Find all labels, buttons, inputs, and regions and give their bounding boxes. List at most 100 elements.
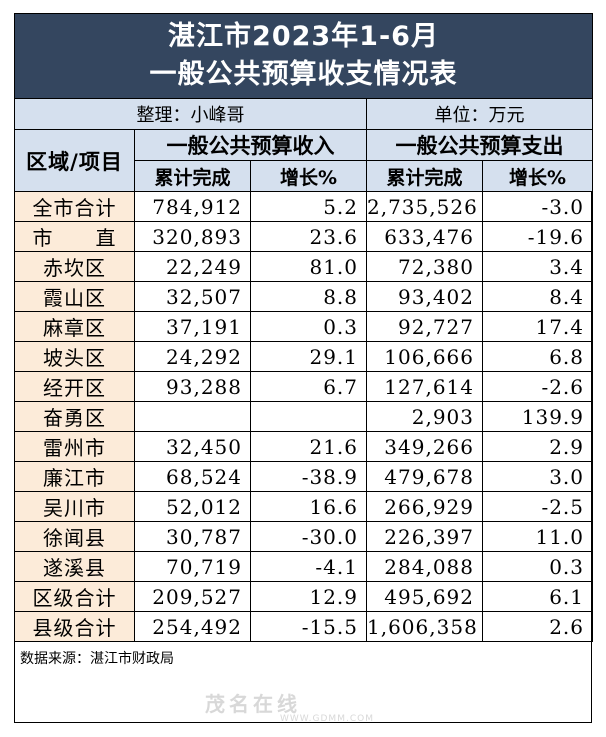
table-row: 坡头区 24,292 29.1 106,666 6.8 — [14, 341, 594, 372]
region-name: 霞山区 — [14, 281, 135, 312]
table-row: 区级合计 209,527 12.9 495,692 6.1 — [14, 581, 594, 612]
table-row: 市 直 320,893 23.6 633,476 -19.6 — [14, 221, 594, 252]
revenue-growth: -38.9 — [250, 461, 367, 492]
revenue-growth: 21.6 — [250, 431, 367, 462]
expense-growth: 2.9 — [481, 431, 594, 462]
expense-cumulative: 72,380 — [366, 251, 483, 282]
revenue-growth: 81.0 — [250, 251, 367, 282]
revenue-cumulative: 70,719 — [134, 551, 251, 582]
table-row: 经开区 93,288 6.7 127,614 -2.6 — [14, 371, 594, 402]
revenue-cumulative: 32,507 — [134, 281, 251, 312]
region-name: 市 直 — [14, 221, 135, 252]
watermark-url: WWW.GDMM.COM — [280, 714, 374, 724]
table-row: 县级合计 254,492 -15.5 1,606,358 2.6 — [14, 611, 594, 642]
revenue-growth: 8.8 — [250, 281, 367, 312]
revenue-growth: 12.9 — [250, 581, 367, 612]
revenue-cumulative: 254,492 — [134, 611, 251, 642]
table-row: 吴川市 52,012 16.6 266,929 -2.5 — [14, 491, 594, 522]
revenue-growth: -30.0 — [250, 521, 367, 552]
expense-growth: 8.4 — [481, 281, 594, 312]
table-row: 廉江市 68,524 -38.9 479,678 3.0 — [14, 461, 594, 492]
region-name: 雷州市 — [14, 431, 135, 462]
expense-cumulative: 92,727 — [366, 311, 483, 342]
table-body: 全市合计 784,912 5.2 2,735,526 -3.0 市 直 320,… — [14, 191, 594, 642]
expense-cumulative: 495,692 — [366, 581, 483, 612]
revenue-growth: -4.1 — [250, 551, 367, 582]
budget-table: 湛江市2023年1-6月 一般公共预算收支情况表 整理：小峰哥 单位：万元 区域… — [13, 13, 594, 642]
expense-growth-header: 增长% — [481, 160, 594, 192]
expense-growth: 17.4 — [481, 311, 594, 342]
expense-growth: 0.3 — [481, 551, 594, 582]
expense-cumulative: 2,735,526 — [366, 191, 483, 222]
watermark-name: 茂名在线 — [205, 692, 301, 716]
revenue-cumulative — [134, 401, 251, 432]
revenue-cumulative: 52,012 — [134, 491, 251, 522]
unit-label: 单位：万元 — [365, 98, 594, 130]
region-name: 吴川市 — [14, 491, 135, 522]
table-row: 霞山区 32,507 8.8 93,402 8.4 — [14, 281, 594, 312]
revenue-growth: 5.2 — [250, 191, 367, 222]
revenue-cumulative: 24,292 — [134, 341, 251, 372]
revenue-growth: 29.1 — [250, 341, 367, 372]
expense-cumulative: 2,903 — [366, 401, 483, 432]
expense-cumulative: 1,606,358 — [366, 611, 483, 642]
revenue-cumulative: 37,191 — [134, 311, 251, 342]
revenue-growth-header: 增长% — [250, 160, 367, 192]
expense-cumulative: 633,476 — [366, 221, 483, 252]
table-row: 麻章区 37,191 0.3 92,727 17.4 — [14, 311, 594, 342]
region-name: 全市合计 — [14, 191, 135, 222]
region-name: 奋勇区 — [14, 401, 135, 432]
expense-cumulative: 106,666 — [366, 341, 483, 372]
revenue-cumulative: 32,450 — [134, 431, 251, 462]
watermark-logo: 茂名在线 WWW.GDMM.COM — [205, 688, 373, 724]
expense-cumulative: 349,266 — [366, 431, 483, 462]
data-source-note: 数据来源：湛江市财政局 — [20, 651, 174, 667]
revenue-growth: 16.6 — [250, 491, 367, 522]
region-name: 区级合计 — [14, 581, 135, 612]
expense-growth: -19.6 — [481, 221, 594, 252]
region-name: 经开区 — [14, 371, 135, 402]
expense-growth: 6.8 — [481, 341, 594, 372]
revenue-cumulative-header: 累计完成 — [134, 160, 251, 192]
revenue-cumulative: 93,288 — [134, 371, 251, 402]
expense-growth: 3.4 — [481, 251, 594, 282]
revenue-cumulative: 209,527 — [134, 581, 251, 612]
region-name: 遂溪县 — [14, 551, 135, 582]
revenue-growth: 6.7 — [250, 371, 367, 402]
expense-growth: 3.0 — [481, 461, 594, 492]
expense-growth: 2.6 — [481, 611, 594, 642]
region-name: 赤坎区 — [14, 251, 135, 282]
expense-growth: 139.9 — [481, 401, 594, 432]
revenue-growth: -15.5 — [250, 611, 367, 642]
revenue-growth: 23.6 — [250, 221, 367, 252]
revenue-growth — [250, 401, 367, 432]
table-row: 徐闻县 30,787 -30.0 226,397 11.0 — [14, 521, 594, 552]
revenue-cumulative: 320,893 — [134, 221, 251, 252]
revenue-cumulative: 68,524 — [134, 461, 251, 492]
revenue-growth: 0.3 — [250, 311, 367, 342]
region-name: 麻章区 — [14, 311, 135, 342]
expense-growth: 11.0 — [481, 521, 594, 552]
table-row: 雷州市 32,450 21.6 349,266 2.9 — [14, 431, 594, 462]
revenue-group-header: 一般公共预算收入 — [134, 129, 367, 161]
region-name: 徐闻县 — [14, 521, 135, 552]
revenue-cumulative: 22,249 — [134, 251, 251, 282]
table-row: 赤坎区 22,249 81.0 72,380 3.4 — [14, 251, 594, 282]
expense-cumulative: 93,402 — [366, 281, 483, 312]
expense-growth: -3.0 — [481, 191, 594, 222]
region-name: 县级合计 — [14, 611, 135, 642]
title-line-1: 湛江市2023年1-6月 — [168, 21, 439, 52]
expense-cumulative: 284,088 — [366, 551, 483, 582]
table-row: 奋勇区 2,903 139.9 — [14, 401, 594, 432]
expense-cumulative-header: 累计完成 — [366, 160, 483, 192]
region-header: 区域/项目 — [14, 129, 135, 192]
expense-cumulative: 127,614 — [366, 371, 483, 402]
expense-growth: -2.6 — [481, 371, 594, 402]
revenue-cumulative: 784,912 — [134, 191, 251, 222]
table-row: 全市合计 784,912 5.2 2,735,526 -3.0 — [14, 191, 594, 222]
revenue-cumulative: 30,787 — [134, 521, 251, 552]
expense-cumulative: 226,397 — [366, 521, 483, 552]
expense-group-header: 一般公共预算支出 — [365, 129, 594, 161]
table-row: 遂溪县 70,719 -4.1 284,088 0.3 — [14, 551, 594, 582]
region-name: 廉江市 — [14, 461, 135, 492]
